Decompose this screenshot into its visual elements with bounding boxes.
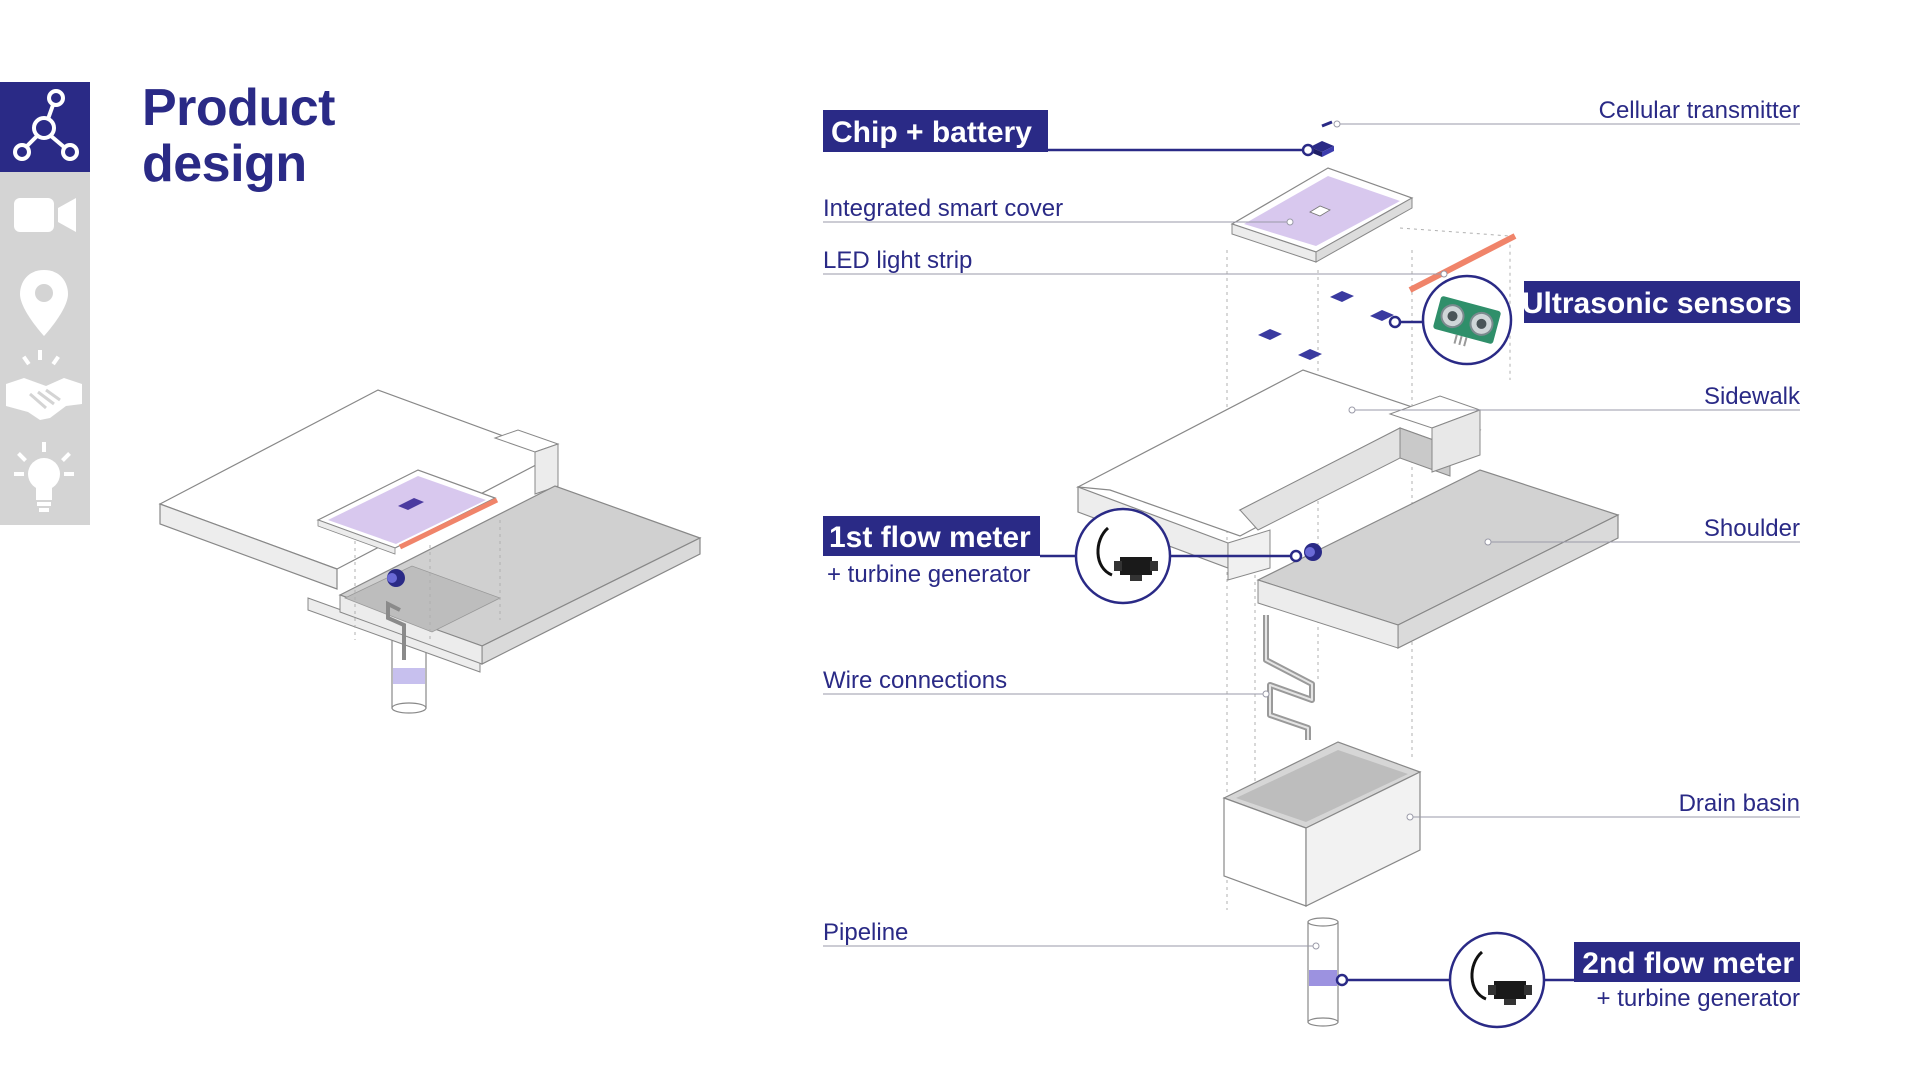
page-title-line-1: Product (142, 79, 335, 137)
flow-meter-1-sublabel: + turbine generator (827, 561, 1030, 588)
assembled-led-strip (398, 497, 499, 550)
flow-meter-1-label: 1st flow meter (829, 521, 1031, 554)
chip-graphic (1310, 141, 1334, 152)
ultrasonic-sensors-label-box (1524, 281, 1800, 323)
flow-meter-2-label-box (1574, 942, 1800, 982)
pipeline-label: Pipeline (823, 919, 908, 946)
page-title-line-2: design (142, 135, 307, 193)
pipeline-graphic (1307, 917, 1339, 1027)
drain-basin-graphic (1222, 741, 1422, 907)
cellular-transmitter-graphic (1321, 120, 1333, 128)
integrated-smart-cover-label: Integrated smart cover (823, 195, 1063, 222)
flow-meter-1-callout (1074, 507, 1172, 605)
small-sensor-graphics (1258, 291, 1394, 360)
chip-battery-label: Chip + battery (831, 116, 1032, 149)
ultrasonic-sensor-callout (1421, 274, 1513, 366)
page-title: Product design (142, 80, 462, 192)
smart-cover-graphic (1230, 167, 1414, 263)
wire-connections-label: Wire connections (823, 667, 1007, 694)
lightbulb-icon[interactable] (0, 436, 90, 525)
map-pin-icon[interactable] (0, 260, 90, 348)
flow-meter-2-label: 2nd flow meter (1582, 947, 1794, 980)
sidewalk-label: Sidewalk (1704, 383, 1801, 410)
led-strip-graphic (1408, 233, 1517, 293)
assembled-smart-cover (328, 476, 486, 544)
flow-meter-2-callout (1448, 931, 1546, 1029)
ultrasonic-sensors-label: Ultrasonic sensors (1522, 287, 1792, 320)
assembled-drain-illustration (158, 389, 702, 714)
drain-basin-label: Drain basin (1679, 790, 1800, 817)
handshake-icon[interactable] (0, 348, 90, 436)
network-icon[interactable] (0, 82, 90, 172)
flow-meter-2-sublabel: + turbine generator (1597, 985, 1800, 1012)
sidebar (0, 82, 90, 525)
flow-meter-1-label-box (823, 516, 1040, 556)
led-light-strip-label: LED light strip (823, 247, 972, 274)
cellular-transmitter-label: Cellular transmitter (1599, 97, 1800, 124)
shoulder-label: Shoulder (1704, 515, 1800, 542)
sidewalk-graphic (1075, 369, 1620, 649)
chip-battery-label-box (823, 110, 1048, 152)
video-camera-icon[interactable] (0, 172, 90, 260)
